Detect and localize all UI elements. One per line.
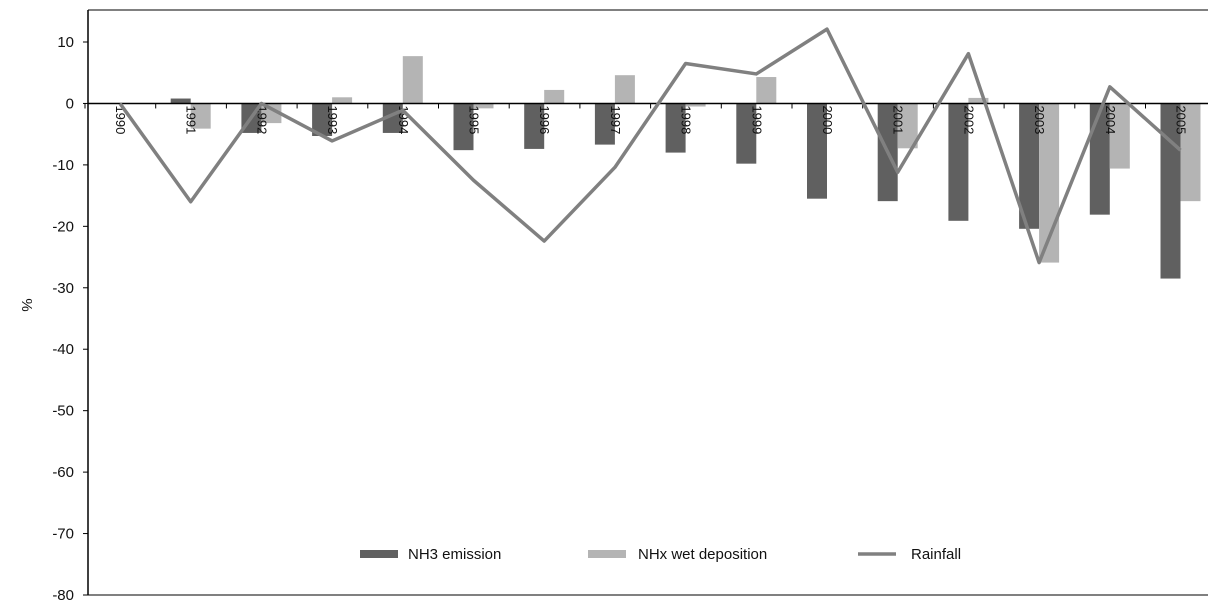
bars: [170, 56, 1201, 279]
bar-nhx-wet-deposition-2004: [1109, 103, 1130, 169]
bar-nhx-wet-deposition-1998: [685, 103, 706, 107]
y-tick-label: -50: [52, 403, 74, 420]
legend-label: NH3 emission: [408, 546, 501, 563]
bar-nhx-wet-deposition-2005: [1180, 103, 1201, 202]
legend-label: Rainfall: [911, 546, 961, 563]
y-tick-label: -80: [52, 587, 74, 601]
y-tick-label: -60: [52, 464, 74, 481]
line-rainfall: [118, 27, 1182, 265]
x-tick-label: 2004: [1103, 105, 1118, 134]
bar-nhx-wet-deposition-1995: [473, 103, 494, 109]
x-tick-label: 2000: [820, 105, 835, 134]
x-tick-label: 2005: [1174, 105, 1189, 134]
x-tick-label: 1997: [608, 105, 623, 134]
rainfall-line: [118, 27, 1182, 265]
bar-nh3-emission-1991: [170, 98, 191, 104]
bar-nhx-wet-deposition-2001: [897, 103, 918, 149]
x-tick-label: 1990: [113, 105, 128, 134]
legend-swatch-nh3-emission: [360, 550, 398, 558]
x-tick-label: 2003: [1032, 105, 1047, 134]
zero-line: [84, 102, 1208, 109]
y-tick-label: -70: [52, 526, 74, 543]
x-tick-label: 2002: [961, 105, 976, 134]
bar-nh3-emission-2003: [1019, 103, 1040, 229]
y-tick-label: 10: [57, 34, 74, 51]
bar-nh3-emission-2004: [1089, 103, 1110, 215]
x-tick-label: 1991: [184, 105, 199, 134]
bar-nhx-wet-deposition-1992: [261, 103, 282, 124]
bar-nh3-emission-2000: [807, 103, 827, 199]
x-tick-label: 2001: [891, 105, 906, 134]
y-axis: 10 0 -10 -20 -30 -40 -50 -60 -70 -80: [52, 9, 1208, 601]
bar-nhx-wet-deposition-1993: [332, 97, 353, 104]
x-tick-label: 1992: [254, 105, 269, 134]
bar-nh3-emission-1998: [665, 103, 686, 153]
x-tick-label: 1999: [749, 105, 764, 134]
bar-nh3-emission-2002: [948, 103, 969, 221]
bar-nhx-wet-deposition-1997: [614, 75, 635, 104]
x-tick-label: 1996: [537, 105, 552, 134]
bar-nhx-wet-deposition-2002: [968, 97, 989, 104]
bar-nh3-emission-1993: [312, 103, 333, 137]
y-tick-label: -10: [52, 157, 74, 174]
bar-nh3-emission-1997: [594, 103, 615, 145]
bar-nh3-emission-1995: [453, 103, 474, 151]
y-tick-label: 0: [66, 95, 74, 112]
x-tick-label: 1993: [325, 105, 340, 134]
bar-nh3-emission-1999: [736, 103, 757, 164]
bar-nhx-wet-deposition-1991: [190, 103, 211, 129]
x-tick-label: 1998: [679, 105, 694, 134]
bar-nhx-wet-deposition-1999: [756, 77, 777, 104]
legend-label: NHx wet deposition: [638, 546, 767, 563]
bar-nh3-emission-1996: [524, 103, 545, 149]
y-tick-label: -30: [52, 280, 74, 297]
y-tick-label: -40: [52, 341, 74, 358]
y-tick-label: -20: [52, 218, 74, 235]
legend: NH3 emission NHx wet deposition Rainfall: [360, 546, 961, 563]
bar-nhx-wet-deposition-1994: [402, 56, 423, 104]
category-labels: 1990 1991 1992 1993 1994 1995 1996 1997 1998 1999…: [113, 105, 1189, 134]
legend-swatch-nhx-wet-deposition: [588, 550, 626, 558]
bar-nhx-wet-deposition-1996: [544, 89, 565, 104]
y-axis-label: %: [18, 298, 35, 311]
x-tick-label: 1995: [467, 105, 482, 134]
